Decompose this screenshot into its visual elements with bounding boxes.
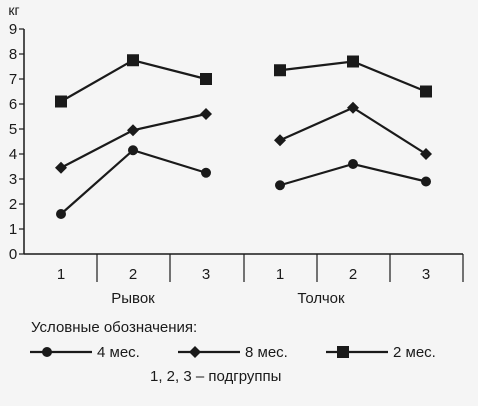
x-tick-label: 3: [422, 266, 430, 283]
x-tick-label: 2: [349, 266, 357, 283]
data-point: [55, 161, 67, 174]
data-point: [274, 134, 286, 147]
legend-label: 8 мес.: [245, 344, 288, 361]
data-point: [420, 148, 432, 160]
y-tick-label: 7: [9, 71, 17, 88]
legend-marker: [337, 346, 349, 358]
data-point: [274, 64, 286, 77]
y-tick-label: 3: [9, 171, 17, 188]
data-point: [200, 108, 212, 120]
data-point: [127, 124, 139, 137]
data-point: [275, 180, 285, 191]
x-group-label: Рывок: [111, 290, 155, 307]
legend-label: 4 мес.: [97, 344, 140, 361]
legend-marker: [189, 346, 201, 358]
data-point: [128, 145, 138, 156]
series-layer: [55, 54, 432, 219]
data-point: [127, 54, 139, 67]
data-point: [347, 55, 359, 68]
data-point: [56, 209, 66, 219]
y-tick-label: 0: [9, 246, 17, 263]
data-point: [347, 101, 359, 114]
data-point: [200, 73, 212, 85]
legend-marker: [42, 347, 52, 357]
series-line: [279, 106, 427, 155]
data-point: [55, 95, 67, 108]
legend-label: 2 мес.: [393, 344, 436, 361]
y-tick-label: 8: [9, 46, 17, 63]
legend-note: 1, 2, 3 – подгруппы: [150, 368, 281, 385]
y-tick-label: 2: [9, 196, 17, 213]
series-line: [60, 149, 207, 215]
x-group-label: Толчок: [297, 290, 345, 307]
y-tick-label: 4: [9, 146, 17, 163]
y-tick-label: 9: [9, 21, 17, 38]
axes: 0 1 2 3 4 5 6 7 8 9 кг 1 2 3 Рывок 1 2 3 Толчок: [8, 2, 464, 307]
x-tick-label: 1: [276, 266, 284, 283]
y-axis-label: кг: [8, 2, 19, 18]
legend: Условные обозначения: 4 мес. 8 мес. 2 мес. 1…: [30, 319, 436, 385]
series-line: [60, 112, 207, 169]
y-tick-label: 5: [9, 121, 17, 138]
y-tick-label: 6: [9, 96, 17, 113]
y-tick-label: 1: [9, 221, 17, 238]
legend-title: Условные обозначения:: [31, 319, 197, 336]
x-tick-label: 1: [57, 266, 65, 283]
data-point: [420, 85, 432, 98]
x-tick-label: 2: [129, 266, 137, 283]
data-point: [348, 159, 358, 169]
x-tick-label: 3: [202, 266, 210, 283]
data-point: [421, 176, 431, 187]
data-point: [201, 167, 211, 178]
series-line: [60, 59, 207, 103]
